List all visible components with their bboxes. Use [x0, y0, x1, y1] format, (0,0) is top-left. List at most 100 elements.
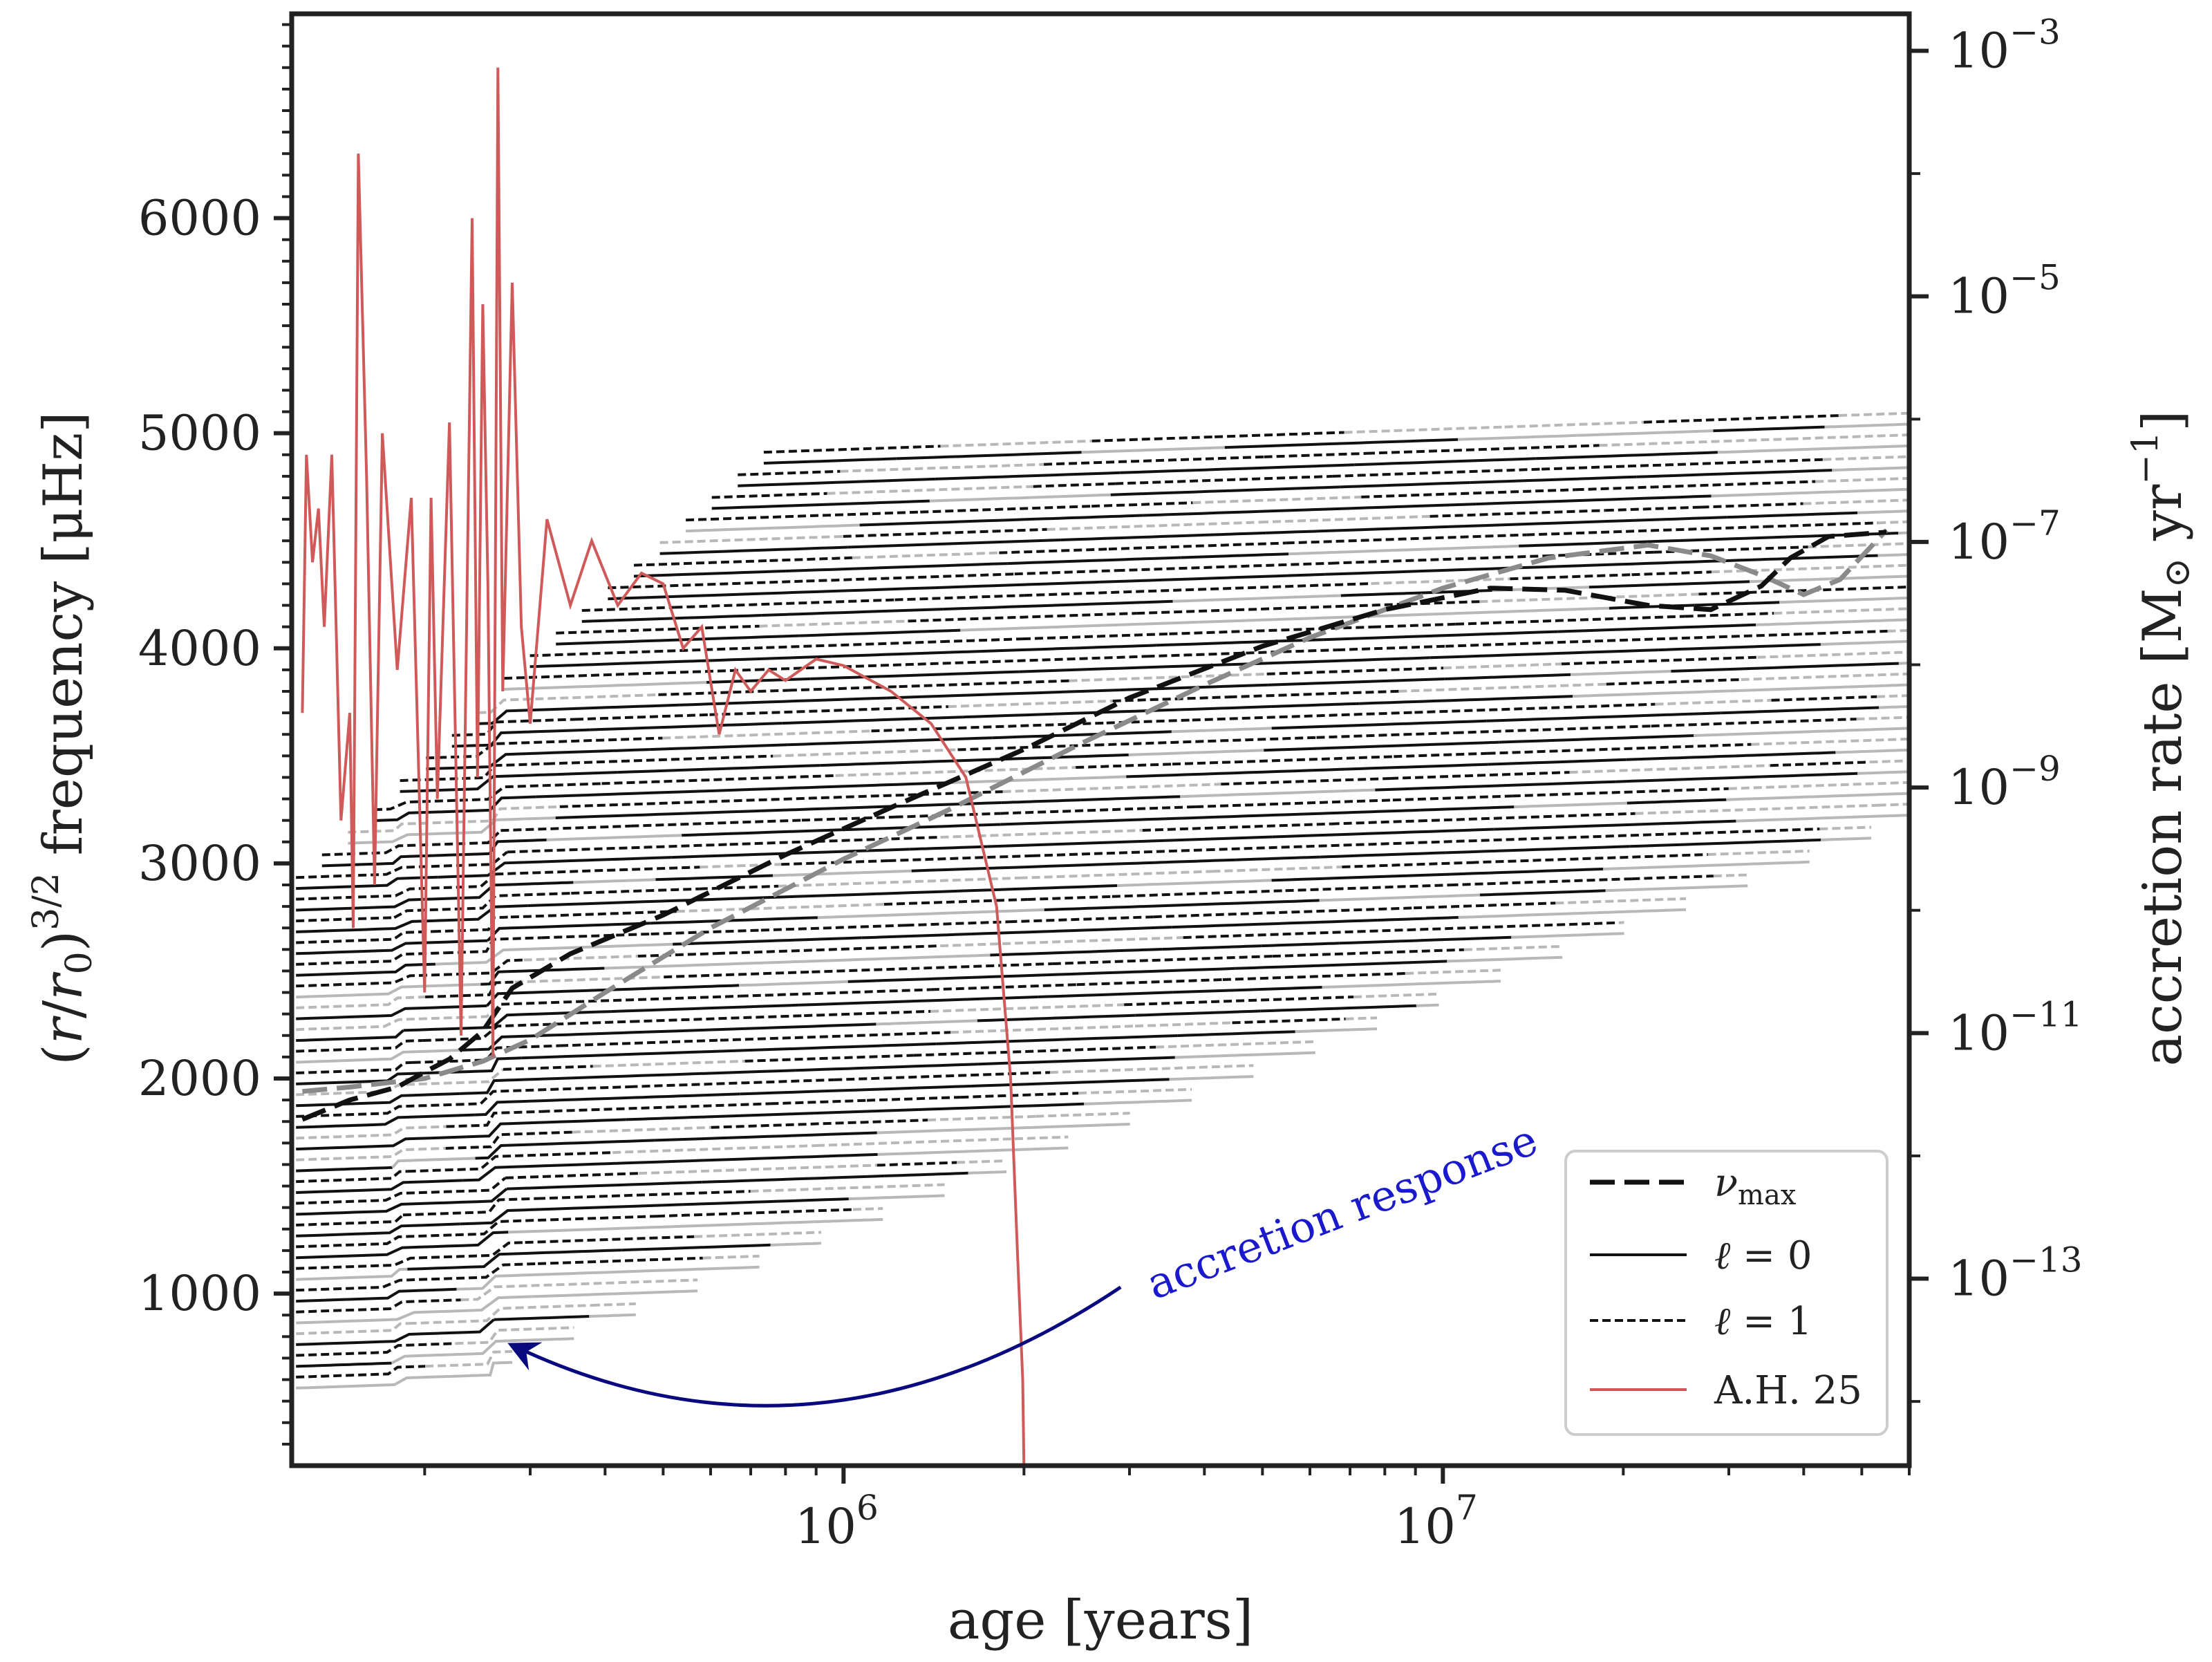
- y-left-tick-label: 3000: [138, 835, 261, 892]
- y-right-tick-label: 10−3: [1948, 12, 2061, 79]
- mode-line-n6-l1-seg1: [456, 1216, 657, 1235]
- y-right-tick-label: 10−11: [1948, 994, 2083, 1061]
- mode-line-n19-l1-seg2: [541, 934, 650, 937]
- mode-line-n5-l0-seg1: [407, 1250, 621, 1269]
- mode-line-n28-l1-seg0: [426, 738, 662, 758]
- mode-line-n31-l0-seg5: [1430, 650, 1658, 657]
- mode-line-n33-l1-seg1: [760, 621, 908, 626]
- mode-line-n30-l0-seg7: [1671, 664, 1899, 671]
- mode-line-n38-l1-seg3: [1192, 497, 1361, 503]
- legend-label-l0: ℓ = 0: [1714, 1233, 1812, 1278]
- mode-line-n6-l0-seg1: [508, 1226, 705, 1233]
- mode-line-n41-l0-seg6: [1714, 427, 1825, 431]
- mode-line-n22-l0-seg7: [1237, 857, 1320, 860]
- mode-line-n17-l1-seg2: [515, 977, 664, 982]
- mode-line-n35-l0-seg3: [1100, 575, 1325, 582]
- mode-line-n27-l0-seg5: [1264, 743, 1499, 751]
- mode-line-n38-l0-seg5: [1476, 496, 1711, 505]
- mode-line-n21-l1-seg8: [1471, 855, 1708, 863]
- mode-line-n39-l1-seg2: [1033, 484, 1115, 487]
- mode-line-n10-l1-seg5: [1035, 1113, 1130, 1117]
- mode-line-n5-l0-seg0: [296, 1269, 407, 1280]
- mode-line-n18-l1-seg5: [1183, 930, 1408, 937]
- mode-line-n34-l0-seg6: [1589, 581, 1750, 587]
- mode-line-n17-l0-seg4: [848, 976, 1002, 982]
- mode-line-n20-l1-seg10: [1714, 875, 1747, 876]
- mode-line-n9-l1-seg1: [408, 1152, 613, 1171]
- mode-line-n35-l1-seg7: [1808, 543, 1909, 547]
- mode-line-n30-l1-seg4: [1069, 674, 1267, 681]
- mode-line-n16-l0-seg2: [611, 1005, 798, 1011]
- mode-line-n12-l1-seg3: [834, 1072, 1050, 1080]
- mode-line-n20-l0-seg3: [818, 910, 1044, 917]
- mode-line-n34-l0-seg1: [762, 609, 944, 615]
- mode-line-n40-l0-seg2: [1121, 465, 1355, 473]
- legend-label-l1: ℓ = 1: [1714, 1299, 1812, 1344]
- mode-line-n20-l0-seg5: [1146, 900, 1320, 906]
- mode-line-n24-l0-seg10: [1627, 800, 1727, 803]
- mode-line-n34-l1-seg5: [1371, 579, 1510, 583]
- mode-line-n40-l0-seg3: [1355, 458, 1536, 465]
- mode-line-n0-l0-seg1: [469, 1363, 513, 1376]
- mode-line-n14-l0-seg5: [1022, 1036, 1178, 1041]
- mode-line-n27-l1-seg1: [547, 756, 773, 764]
- mode-line-n21-l0-seg6: [1488, 869, 1603, 873]
- mode-line-n18-l1-seg3: [717, 946, 940, 953]
- mode-line-n9-l1-seg0: [296, 1171, 408, 1182]
- mode-line-n32-l1-seg0: [530, 651, 655, 655]
- mode-line-n24-l0-seg0: [322, 856, 433, 866]
- mode-line-n25-l0-seg7: [1616, 774, 1858, 782]
- mode-line-n35-l0-seg1: [850, 585, 1018, 590]
- mode-line-n14-l0-seg4: [936, 1041, 1022, 1044]
- mode-line-n38-l0-seg6: [1712, 489, 1909, 496]
- mode-line-n23-l0-seg0: [296, 877, 438, 888]
- mode-line-n20-l1-seg9: [1631, 876, 1714, 879]
- mode-line-n41-l0-seg1: [896, 452, 1082, 458]
- mode-line-n25-l1-seg9: [1870, 760, 1909, 762]
- mode-line-n40-l1-seg4: [1367, 449, 1506, 454]
- mode-line-n15-l1-seg5: [1124, 997, 1353, 1005]
- mode-line-n30-l0-seg2: [886, 690, 1119, 698]
- mode-line-n11-l0-seg0: [296, 1137, 466, 1149]
- mode-line-n37-l0-seg3: [1266, 525, 1488, 533]
- mode-line-n36-l1-seg9: [1877, 522, 1909, 523]
- mode-line-n14-l1-seg5: [1135, 1023, 1232, 1026]
- mode-line-n37-l1-seg1: [843, 530, 1047, 536]
- mode-line-n11-l1-seg6: [1078, 1090, 1192, 1094]
- mode-line-n17-l0-seg6: [1235, 961, 1447, 968]
- mode-line-n21-l0-seg1: [528, 899, 731, 906]
- mode-line-n12-l1-seg2: [630, 1080, 834, 1087]
- mode-line-n35-l1-seg0: [608, 581, 806, 588]
- mode-line-n18-l0-seg7: [1340, 937, 1512, 944]
- mode-line-n36-l1-seg2: [852, 553, 999, 558]
- mode-line-n7-l0-seg3: [849, 1195, 945, 1199]
- mode-line-n27-l1-seg2: [773, 749, 957, 756]
- mode-line-n34-l0-seg7: [1750, 579, 1830, 581]
- x-tick-label: 106: [795, 1488, 879, 1555]
- mode-line-n14-l1-seg4: [950, 1026, 1135, 1032]
- mode-line-n10-l1-seg3: [711, 1120, 928, 1128]
- mode-line-n40-l0-seg0: [738, 479, 935, 486]
- mode-line-n19-l1-seg3: [651, 931, 761, 935]
- mode-line-n36-l0-seg1: [785, 563, 1007, 571]
- mode-line-n39-l0-seg2: [1111, 487, 1340, 494]
- mode-line-n28-l1-seg1: [662, 731, 871, 738]
- mode-line-n11-l1-seg3: [770, 1101, 867, 1104]
- legend-label-ah25: A.H. 25: [1714, 1368, 1862, 1413]
- mode-line-n31-l1-seg5: [1337, 646, 1445, 650]
- mode-line-n24-l1-seg1: [500, 826, 630, 830]
- mode-line-n13-l0-seg5: [1175, 1053, 1315, 1058]
- mode-line-n22-l0-seg2: [573, 879, 655, 882]
- mode-line-n36-l1-seg0: [634, 561, 769, 566]
- mode-line-n22-l0-seg6: [1155, 860, 1237, 863]
- mode-line-n16-l0-seg1: [404, 1011, 611, 1030]
- mode-line-n18-l0-seg2: [604, 962, 791, 968]
- mode-line-n36-l1-seg1: [769, 558, 852, 561]
- mode-line-n25-l1-seg0: [348, 822, 455, 832]
- ah25-line: [302, 68, 1024, 1466]
- mode-line-n29-l1-seg3: [948, 701, 1113, 707]
- mode-line-n41-l0-seg7: [1825, 424, 1909, 427]
- mode-line-n26-l0-seg9: [1835, 750, 1909, 753]
- mode-line-n26-l0-seg4: [1126, 769, 1339, 777]
- mode-line-n14-l0-seg2: [521, 1050, 760, 1058]
